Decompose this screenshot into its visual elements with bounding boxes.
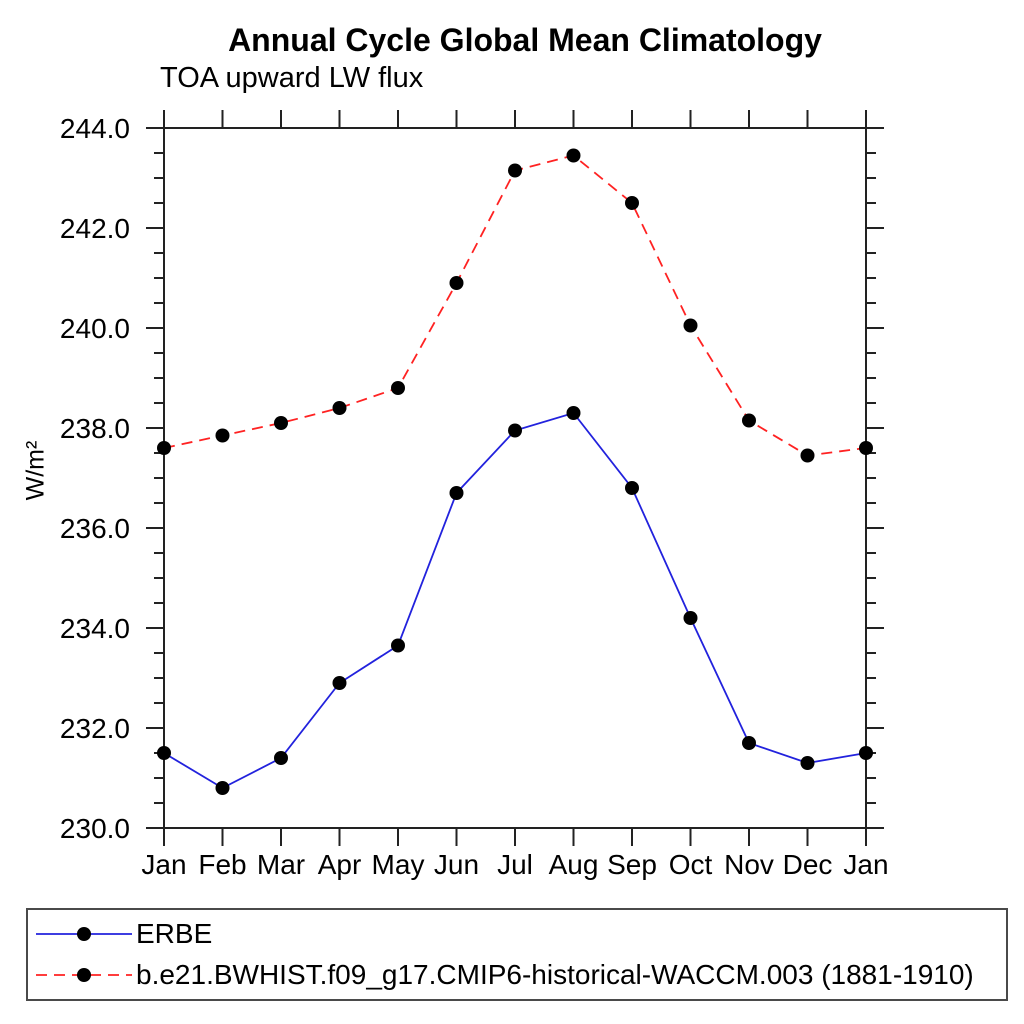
y-tick-label: 240.0 <box>60 313 130 344</box>
data-point-marker <box>683 611 698 625</box>
data-point-marker <box>800 756 815 770</box>
y-tick-label: 234.0 <box>60 613 130 644</box>
y-tick-label: 232.0 <box>60 713 130 744</box>
x-tick-label: Aug <box>549 849 599 880</box>
data-point-marker <box>157 441 171 455</box>
legend-line-sample-icon <box>36 926 132 941</box>
legend-item-model: b.e21.BWHIST.f09_g17.CMIP6-historical-WA… <box>28 955 1006 995</box>
x-tick-label: Jul <box>497 849 533 880</box>
x-tick-label: Nov <box>724 849 774 880</box>
x-tick-label: May <box>372 849 425 880</box>
x-tick-label: Dec <box>783 849 833 880</box>
chart-subtitle: TOA upward LW flux <box>160 62 424 94</box>
x-tick-label: Jun <box>434 849 479 880</box>
x-tick-label: Oct <box>669 849 713 880</box>
legend-dashed-line-sample-icon <box>36 968 132 983</box>
data-point-marker <box>742 413 756 428</box>
y-tick-label: 230.0 <box>60 813 130 844</box>
data-point-marker <box>625 481 639 495</box>
data-point-marker <box>391 638 405 653</box>
legend: ERBE b.e21.BWHIST.f09_g17.CMIP6-historic… <box>26 908 1008 1001</box>
data-point-marker <box>859 746 873 760</box>
data-point-marker <box>508 163 522 178</box>
series-line-model <box>163 154 867 457</box>
x-tick-label: Apr <box>318 849 362 880</box>
y-tick-label: 242.0 <box>60 213 130 244</box>
data-point-marker <box>683 318 698 333</box>
data-point-marker <box>566 406 581 420</box>
x-tick-label: Sep <box>607 849 657 880</box>
data-point-marker <box>859 441 873 455</box>
chart-title: Annual Cycle Global Mean Climatology <box>228 22 822 58</box>
data-point-marker <box>274 751 288 765</box>
y-tick-label: 236.0 <box>60 513 130 544</box>
data-point-marker <box>215 428 230 443</box>
data-point-marker <box>391 381 405 395</box>
data-point-marker <box>508 423 522 438</box>
data-point-marker <box>566 148 581 163</box>
data-point-marker <box>157 746 171 760</box>
data-point-marker <box>800 448 815 463</box>
x-tick-label: Jan <box>141 849 186 880</box>
legend-label-model: b.e21.BWHIST.f09_g17.CMIP6-historical-WA… <box>136 959 974 991</box>
y-tick-label: 244.0 <box>60 113 130 144</box>
legend-item-erbe: ERBE <box>28 914 1006 954</box>
data-point-marker <box>332 401 347 415</box>
data-point-marker <box>215 781 230 795</box>
x-tick-label: Feb <box>198 849 246 880</box>
data-point-marker <box>449 276 464 290</box>
data-point-marker <box>625 196 639 210</box>
x-tick-label: Mar <box>257 849 305 880</box>
data-point-marker <box>332 676 347 690</box>
plot-border <box>163 127 867 829</box>
data-point-marker <box>274 416 288 430</box>
series-line-erbe <box>163 411 867 790</box>
data-point-marker <box>742 736 756 750</box>
y-tick-label: 238.0 <box>60 413 130 444</box>
data-point-marker <box>449 486 464 500</box>
x-tick-label: Jan <box>843 849 888 880</box>
legend-label-erbe: ERBE <box>136 917 213 949</box>
